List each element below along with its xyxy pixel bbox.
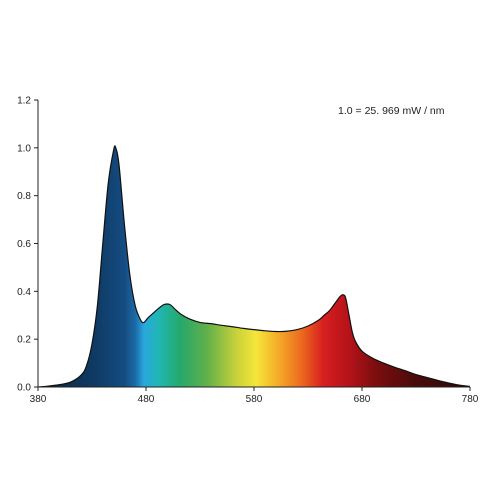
x-tick-label: 780 bbox=[462, 394, 479, 405]
y-tick-label: 0.6 bbox=[17, 239, 31, 250]
scale-annotation: 1.0 = 25. 969 mW / nm bbox=[338, 105, 445, 117]
x-tick-label: 680 bbox=[354, 394, 371, 405]
axes: 0.0 0.2 0.4 0.6 0.8 1.0 1.2 380 480 580 680 780 bbox=[17, 96, 479, 406]
spectrum-area bbox=[38, 145, 470, 387]
y-tick-label: 1.2 bbox=[17, 96, 31, 107]
spectrum-line bbox=[37, 145, 471, 388]
x-tick-label: 480 bbox=[138, 394, 155, 405]
x-tick-label: 580 bbox=[246, 394, 263, 405]
y-tick-label: 0.0 bbox=[17, 383, 31, 394]
x-tick-label: 380 bbox=[30, 394, 47, 405]
plot-area bbox=[37, 145, 471, 388]
y-tick-label: 0.8 bbox=[17, 191, 31, 202]
y-tick-label: 1.0 bbox=[17, 143, 31, 154]
y-tick-label: 0.2 bbox=[17, 335, 31, 346]
y-tick-label: 0.4 bbox=[17, 287, 31, 298]
